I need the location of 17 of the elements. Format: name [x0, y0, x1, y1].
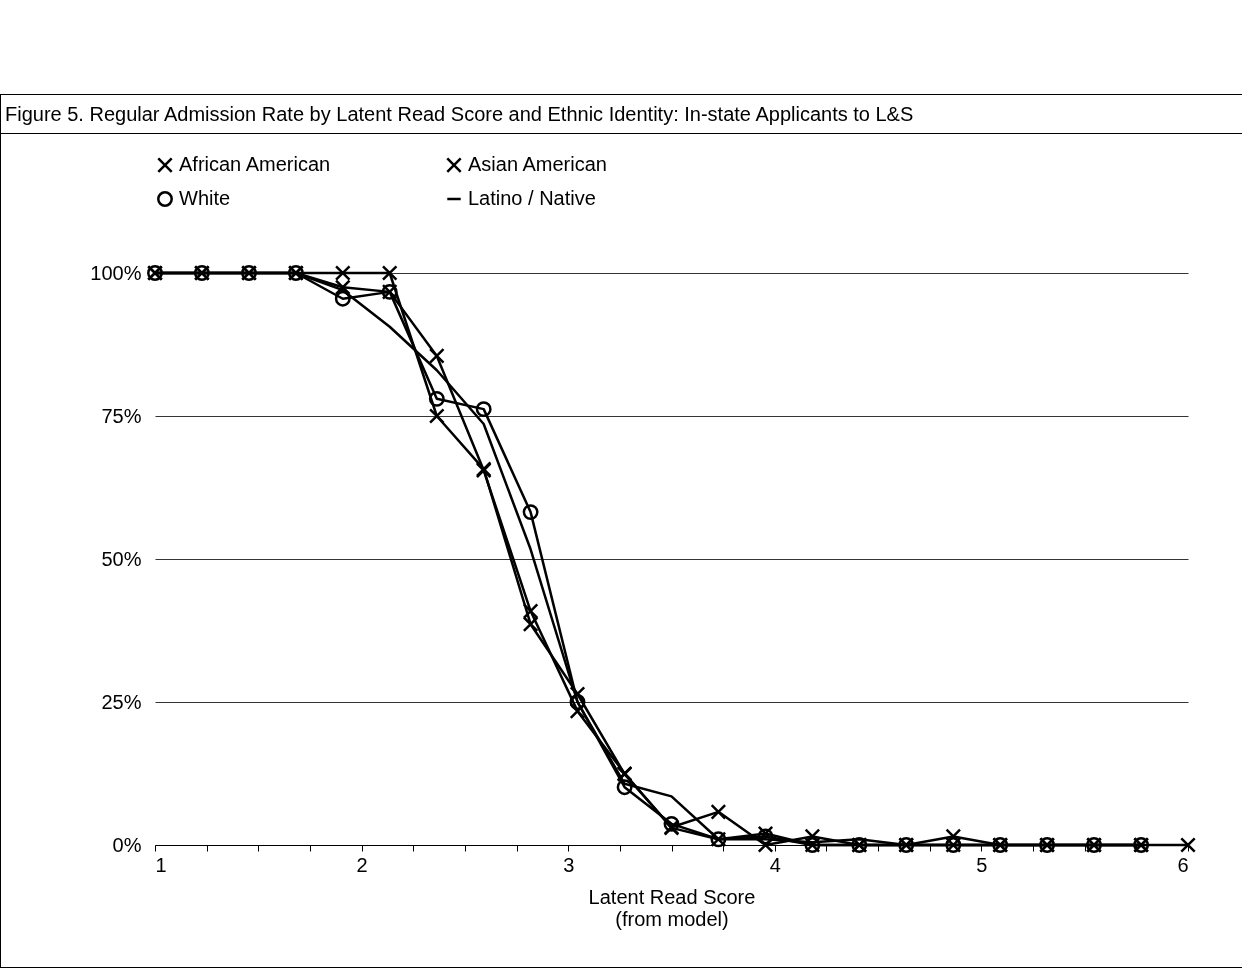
legend-label: African American	[179, 153, 331, 176]
y-tick-label: 100%	[90, 261, 142, 284]
y-tick-label: 25%	[101, 690, 142, 713]
y-tick-label: 0%	[112, 833, 142, 856]
x-tick-label: 3	[563, 853, 575, 876]
x-tick-label: 4	[769, 853, 781, 876]
x-tick-label: 5	[976, 853, 988, 876]
legend-label: Asian American	[468, 153, 607, 176]
x-tick-label: 1	[155, 853, 167, 876]
legend-label: Latino / Native	[468, 187, 596, 209]
x-tick-label: 2	[356, 853, 368, 876]
x-tick-label: 6	[1177, 853, 1189, 876]
chart-title: Figure 5. Regular Admission Rate by Latent Read Score and Ethnic Identity: In-state Applicants to L&S	[1, 95, 1242, 134]
y-tick-label: 75%	[101, 404, 142, 427]
x-axis-title: Latent Read Score (from model)	[588, 885, 756, 930]
legend-label: White	[179, 187, 231, 209]
y-tick-label: 50%	[101, 547, 142, 570]
